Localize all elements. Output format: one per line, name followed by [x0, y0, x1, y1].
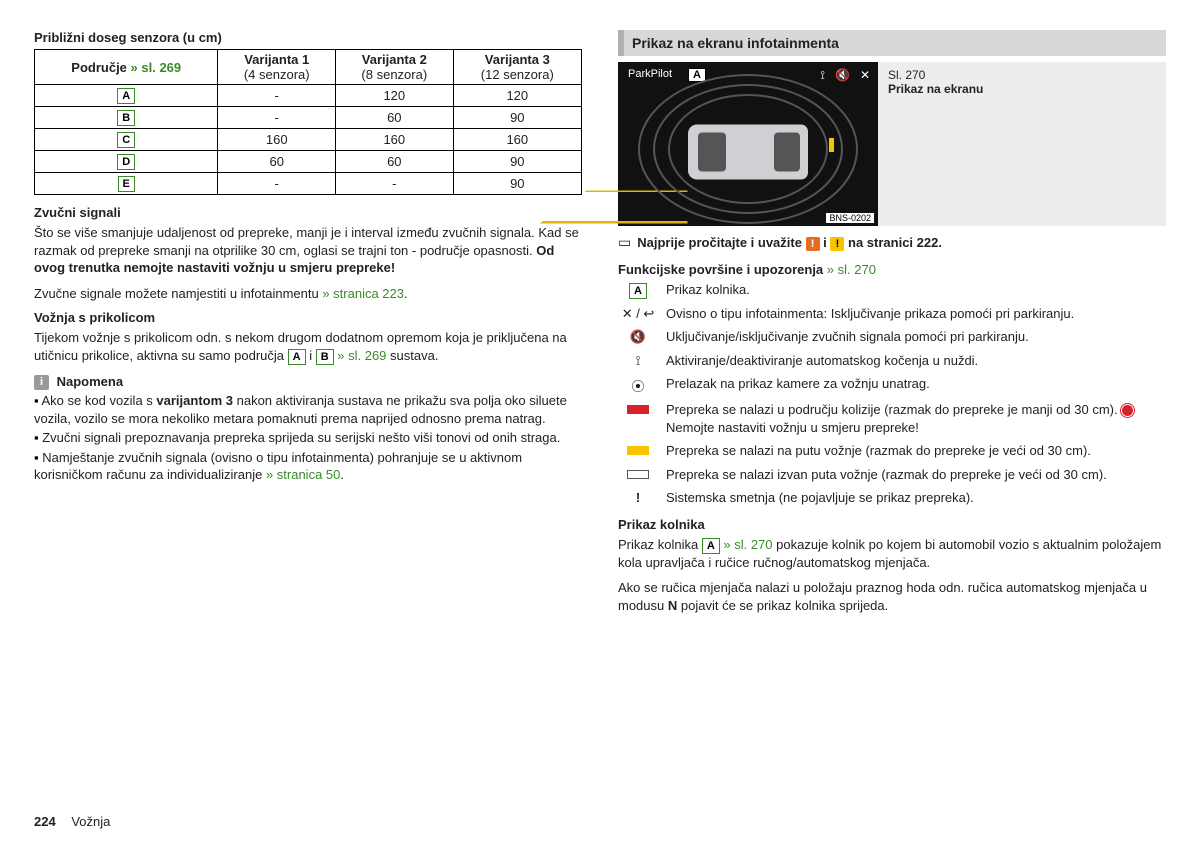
right-column: Prikaz na ekranu infotainmenta ParkPilot…: [618, 30, 1166, 623]
note-heading-row: i Napomena: [34, 373, 582, 391]
box-a: A: [702, 538, 720, 554]
row-label: D: [117, 154, 135, 170]
list-item: Zvučni signali prepoznavanja prepreka sp…: [34, 429, 582, 447]
sound-p1: Što se više smanjuje udaljenost od prepr…: [34, 224, 582, 277]
exclamation-icon: !: [618, 489, 658, 505]
row-label: E: [118, 176, 135, 192]
note-list: Ako se kod vozila s varijantom 3 nakon a…: [34, 392, 582, 484]
lane-p1: Prikaz kolnika A » sl. 270 pokazuje koln…: [618, 536, 1166, 572]
table-row: D606090: [35, 151, 582, 173]
left-column: Približni doseg senzora (u cm) Područje …: [34, 30, 582, 623]
section-title: Prikaz na ekranu infotainmenta: [618, 30, 1166, 56]
sound-p2: Zvučne signale možete namjestiti u infot…: [34, 285, 582, 303]
row-label: A: [117, 88, 135, 104]
fig-link[interactable]: » sl. 269: [334, 348, 387, 363]
row-label: B: [117, 110, 135, 126]
swatch-red-icon: [618, 401, 658, 417]
close-icon: ✕: [860, 68, 870, 83]
list-item: Ako se kod vozila s varijantom 3 nakon a…: [34, 392, 582, 427]
col-v3: Varijanta 3(12 senzora): [453, 50, 581, 85]
box-b: B: [316, 349, 334, 365]
box-a-icon: A: [618, 281, 658, 299]
parkpilot-label: ParkPilot: [628, 68, 672, 80]
list-item: Prepreka se nalazi izvan puta vožnje (ra…: [666, 466, 1166, 484]
obstacle-indicator: [829, 138, 834, 152]
box-a: A: [288, 349, 306, 365]
figure-270: ParkPilot A ⟟🔇✕ BNS-0202 Sl. 270 Prikaz …: [618, 62, 1166, 226]
table-row: A-120120: [35, 85, 582, 107]
lane-heading: Prikaz kolnika: [618, 517, 1166, 532]
row-label: C: [117, 132, 135, 148]
func-heading: Funkcijske površine i upozorenja » sl. 2…: [618, 261, 1166, 279]
book-icon: ▭: [618, 234, 631, 251]
table-title: Približni doseg senzora (u cm): [34, 30, 582, 45]
list-item: Prikaz kolnika.: [666, 281, 1166, 299]
fig-code: BNS-0202: [826, 213, 874, 223]
col-v2: Varijanta 2(8 senzora): [336, 50, 454, 85]
trailer-p: Tijekom vožnje s prikolicom odn. s nekom…: [34, 329, 582, 365]
list-item: Prepreka se nalazi na putu vožnje (razma…: [666, 442, 1166, 460]
list-item: Aktiviranje/deaktiviranje automatskog ko…: [666, 352, 1166, 370]
col-area-link[interactable]: » sl. 269: [131, 60, 182, 75]
col-area-label: Područje: [71, 60, 127, 75]
col-area: Područje » sl. 269: [35, 50, 218, 85]
page-link[interactable]: » stranica 50: [266, 467, 340, 482]
warning-yellow-icon: !: [830, 237, 844, 251]
figure-caption: Sl. 270 Prikaz na ekranu: [878, 62, 993, 226]
swatch-empty-icon: [618, 466, 658, 482]
trailer-heading: Vožnja s prikolicom: [34, 310, 582, 325]
note-heading: Napomena: [57, 374, 123, 389]
list-item: Ovisno o tipu infotainmenta: Isključivan…: [666, 305, 1166, 323]
fig-link[interactable]: » sl. 270: [720, 537, 773, 552]
page-number: 224: [34, 814, 56, 829]
chapter-name: Vožnja: [71, 814, 110, 829]
list-item: Prepreka se nalazi u području kolizije (…: [666, 401, 1166, 436]
swatch-yellow-icon: [618, 442, 658, 458]
page-footer: 224 Vožnja: [34, 814, 110, 829]
list-item: Prelazak na prikaz kamere za vožnju unat…: [666, 375, 1166, 393]
car-silhouette: [688, 125, 808, 180]
brake-icon: ⟟: [821, 68, 825, 83]
table-row: E--90: [35, 173, 582, 195]
speaker-icon: 🔇: [835, 68, 850, 83]
stop-icon: [1121, 404, 1134, 417]
table-row: C160160160: [35, 129, 582, 151]
parkpilot-graphic: ParkPilot A ⟟🔇✕ BNS-0202: [618, 62, 878, 226]
table-row: B-6090: [35, 107, 582, 129]
sound-heading: Zvučni signali: [34, 205, 582, 220]
list-item: Sistemska smetnja (ne pojavljuje se prik…: [666, 489, 1166, 507]
page-link[interactable]: » stranica 223: [322, 286, 404, 301]
list-item: Namještanje zvučnih signala (ovisno o ti…: [34, 449, 582, 484]
col-v1: Varijanta 1(4 senzora): [218, 50, 336, 85]
pp-toolbar: ⟟ 🔇 ✕: [821, 68, 870, 83]
close-return-icon: ✕ / ↩: [618, 305, 658, 322]
fig-link[interactable]: » sl. 270: [823, 262, 876, 277]
sensor-range-table: Područje » sl. 269 Varijanta 1(4 senzora…: [34, 49, 582, 195]
speaker-icon: 🔇: [618, 328, 658, 345]
warning-orange-icon: !: [806, 237, 820, 251]
brake-icon: ⟟: [618, 352, 658, 369]
list-item: Uključivanje/isključivanje zvučnih signa…: [666, 328, 1166, 346]
info-icon: i: [34, 375, 49, 390]
camera-icon: ⦿: [618, 375, 658, 395]
function-list: A Prikaz kolnika. ✕ / ↩ Ovisno o tipu in…: [618, 281, 1166, 507]
read-first-notice: ▭ Najprije pročitajte i uvažite ! i ! na…: [618, 234, 1166, 251]
lane-p2: Ako se ručica mjenjača nalazi u položaju…: [618, 579, 1166, 614]
